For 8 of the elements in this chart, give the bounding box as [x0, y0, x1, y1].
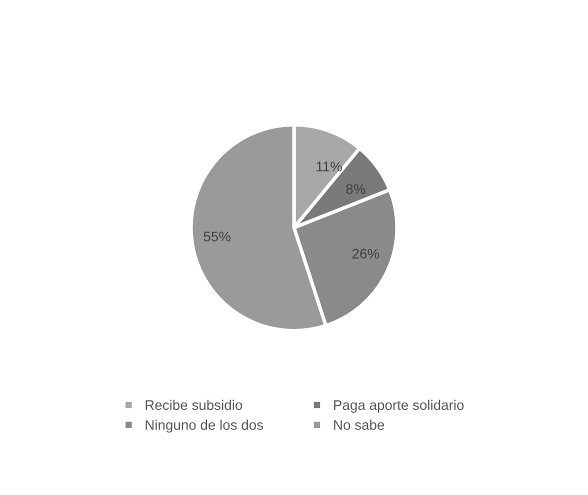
data-label: 26% [352, 248, 380, 259]
legend-label: Ninguno de los dos [146, 420, 264, 433]
legend-label: No sabe [334, 420, 384, 430]
legend-label: Paga aporte solidario [334, 400, 464, 413]
data-label: 55% [204, 232, 230, 242]
data-label: 11% [316, 162, 342, 172]
data-label: 8% [346, 184, 366, 194]
legend-label: Recibe subsidio [146, 400, 242, 410]
